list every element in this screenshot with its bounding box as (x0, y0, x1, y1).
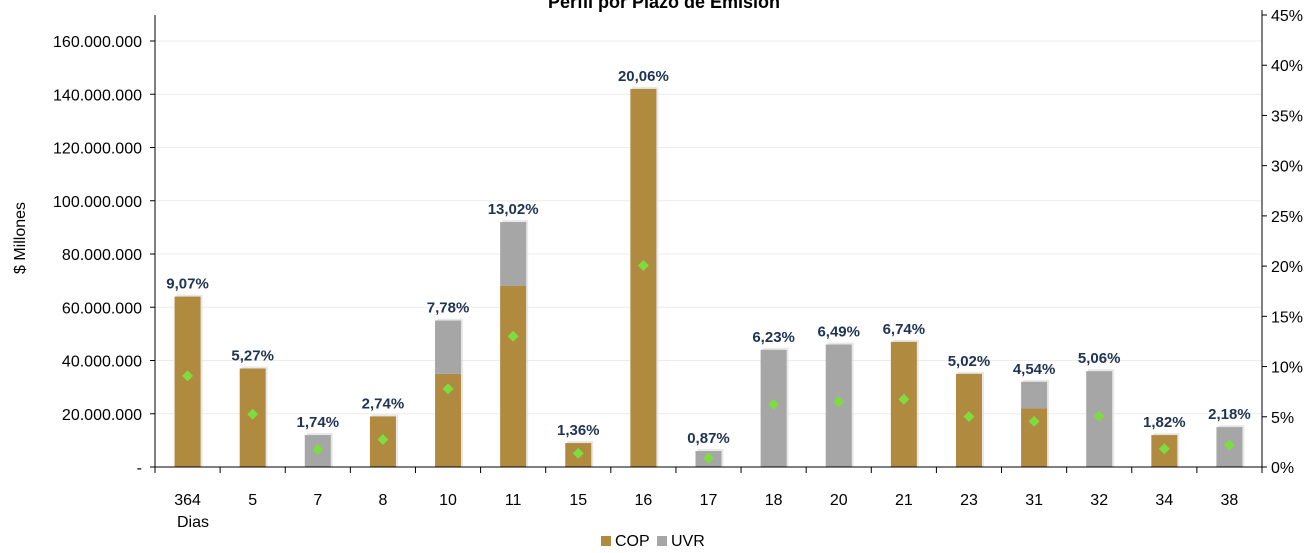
percent-marker (442, 383, 454, 395)
x-tick-label: 17 (700, 492, 718, 509)
percent-marker (637, 260, 649, 272)
y2-tick-label: 20% (1271, 259, 1303, 276)
percent-data-label: 6,74% (883, 321, 926, 338)
percent-data-label: 4,54% (1013, 361, 1056, 378)
x-tick-label: 32 (1090, 492, 1108, 509)
percent-marker (182, 370, 194, 382)
y-tick-label: 60.000.000 (62, 300, 142, 317)
x-tick-label: 364 (174, 492, 201, 509)
percent-data-label: 9,07% (166, 276, 209, 293)
y-tick-label: 140.000.000 (53, 87, 142, 104)
y2-tick-label: 40% (1271, 58, 1303, 75)
legend: COP UVR (601, 533, 705, 550)
x-tick-label: 15 (569, 492, 587, 509)
percent-marker (1093, 410, 1105, 422)
x-tick-label: 5 (248, 492, 257, 509)
percent-marker (1158, 443, 1170, 455)
legend-swatch-uvr (657, 536, 667, 546)
bar-cop (500, 285, 527, 467)
legend-label-uvr: UVR (671, 533, 705, 550)
y-tick-label: 120.000.000 (53, 141, 142, 158)
percent-data-label: 1,82% (1143, 414, 1186, 431)
data-labels: 9,07% 5,27% 1,74% 2,74% 7,78% 13,02% 1,36% 20,0… (166, 68, 1250, 447)
x-tick-label: 38 (1221, 492, 1239, 509)
percent-marker (1223, 439, 1235, 451)
percent-marker (507, 330, 519, 342)
bar-cop (174, 296, 201, 467)
x-tick-label: 7 (313, 492, 322, 509)
percent-data-label: 6,49% (817, 324, 860, 341)
percent-data-label: 2,74% (362, 395, 405, 412)
percent-marker (1028, 415, 1040, 427)
y2-tick-label: 15% (1271, 309, 1303, 326)
x-tick-label: 21 (895, 492, 913, 509)
y-tick-label: - (137, 460, 142, 477)
y2-tick-label: 35% (1271, 108, 1303, 125)
legend-label-cop: COP (615, 533, 650, 550)
percent-data-label: 6,23% (752, 329, 795, 346)
bars (174, 86, 1245, 468)
percent-data-label: 7,78% (427, 300, 470, 317)
y-tick-label: 80.000.000 (62, 247, 142, 264)
percent-marker (963, 411, 975, 423)
x-tick-label: 10 (439, 492, 457, 509)
y-tick-label: 40.000.000 (62, 354, 142, 371)
percent-marker (898, 393, 910, 405)
percent-marker (833, 396, 845, 408)
percent-data-label: 20,06% (618, 68, 669, 85)
percent-data-label: 5,06% (1078, 350, 1121, 367)
y2-tick-label: 10% (1271, 360, 1303, 377)
x-axis-sublabel: Dias (177, 514, 209, 531)
y-tick-label: 100.000.000 (53, 194, 142, 211)
x-tick-label: 31 (1025, 492, 1043, 509)
y-tick-label: 160.000.000 (53, 34, 142, 51)
percent-marker (377, 433, 389, 445)
y2-tick-label: 30% (1271, 159, 1303, 176)
x-tick-label: 8 (378, 492, 387, 509)
y2-tick-label: 5% (1271, 410, 1294, 427)
percent-data-label: 1,36% (557, 422, 600, 439)
percent-markers (182, 260, 1235, 464)
x-tick-label: 34 (1155, 492, 1173, 509)
percent-marker (768, 398, 780, 410)
y-axis-label: $ Millones (12, 202, 29, 274)
bar-cop (630, 88, 657, 468)
y2-tick-label: 45% (1271, 8, 1303, 25)
y2-tick-label: 0% (1271, 460, 1294, 477)
bar-uvr (500, 222, 527, 286)
percent-data-label: 5,02% (948, 353, 991, 370)
percent-data-label: 1,74% (297, 414, 340, 431)
x-tick-label: 11 (505, 492, 522, 509)
y-tick-label: 20.000.000 (62, 407, 142, 424)
legend-swatch-cop (601, 536, 611, 546)
gridlines (155, 40, 1262, 415)
bar-uvr (1021, 381, 1048, 409)
percent-marker (312, 444, 324, 456)
percent-data-label: 0,87% (687, 430, 730, 447)
x-tick-label: 16 (634, 492, 652, 509)
percent-data-label: 13,02% (488, 201, 539, 218)
y2-tick-label: 25% (1271, 209, 1303, 226)
bar-uvr (435, 320, 462, 374)
percent-marker (703, 452, 714, 464)
x-tick-label: 23 (960, 492, 978, 509)
axes: - 20.000.000 40.000.000 60.000.000 80.000.00… (53, 8, 1303, 509)
chart-title: Perfil por Plazo de Emisión (548, 0, 780, 12)
percent-marker (572, 447, 584, 459)
percent-data-label: 5,27% (231, 347, 274, 364)
x-tick-label: 20 (830, 492, 848, 509)
percent-data-label: 2,18% (1208, 406, 1251, 423)
percent-marker (247, 408, 259, 420)
x-tick-label: 18 (765, 492, 783, 509)
